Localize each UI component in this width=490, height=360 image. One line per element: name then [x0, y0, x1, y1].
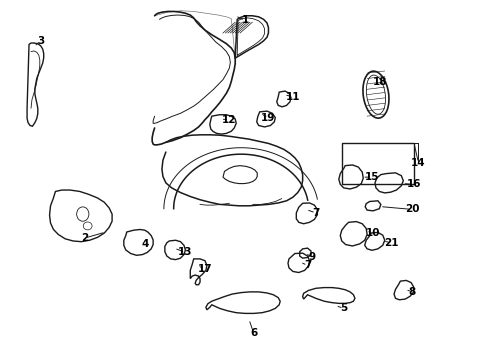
- Text: 7: 7: [312, 208, 319, 218]
- Text: 12: 12: [222, 115, 237, 125]
- Text: 16: 16: [406, 179, 421, 189]
- Text: 20: 20: [405, 204, 419, 215]
- Bar: [342, 143, 414, 184]
- Text: 9: 9: [309, 252, 316, 262]
- Text: 10: 10: [366, 228, 380, 238]
- Text: 15: 15: [365, 172, 379, 182]
- Text: 17: 17: [197, 264, 212, 274]
- Text: 4: 4: [141, 239, 148, 249]
- Text: 11: 11: [286, 92, 300, 102]
- Text: 18: 18: [372, 77, 387, 87]
- Text: 1: 1: [242, 15, 248, 26]
- Text: 21: 21: [384, 238, 399, 248]
- Text: 5: 5: [340, 303, 347, 314]
- Text: 8: 8: [409, 287, 416, 297]
- Text: 13: 13: [178, 247, 193, 257]
- Text: 19: 19: [261, 113, 276, 123]
- Text: 6: 6: [250, 328, 257, 338]
- Text: 14: 14: [411, 158, 426, 168]
- Text: 3: 3: [37, 36, 45, 46]
- Text: 7: 7: [304, 260, 311, 270]
- Text: 2: 2: [81, 233, 88, 243]
